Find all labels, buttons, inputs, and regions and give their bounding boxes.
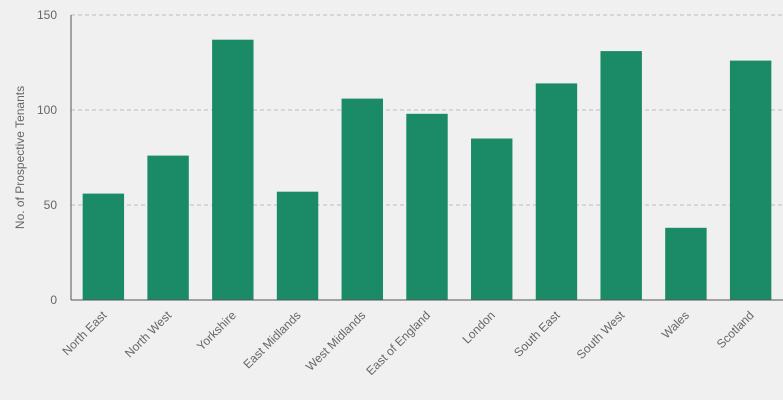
x-tick-label: West Midlands <box>303 308 368 373</box>
y-tick-label: 100 <box>37 103 57 117</box>
y-tick-label: 0 <box>50 293 57 307</box>
x-tick-label: London <box>460 308 498 346</box>
y-tick-labels: 0 50 100 150 <box>37 8 57 307</box>
x-tick-label: East of England <box>363 308 433 378</box>
y-tick-label: 150 <box>37 8 57 22</box>
x-tick-label: East Midlands <box>240 308 303 371</box>
axes <box>70 15 783 301</box>
x-tick-label: North East <box>59 308 109 358</box>
x-tick-label: South East <box>511 308 563 360</box>
bar-west-midlands <box>341 98 383 300</box>
bar-south-east <box>535 83 578 301</box>
x-tick-label: South West <box>574 308 628 362</box>
bar-wales <box>665 227 707 300</box>
bar-yorkshire <box>212 39 254 300</box>
x-tick-label: Wales <box>659 308 692 341</box>
bar-north-west <box>147 155 189 300</box>
bar-london <box>471 138 513 300</box>
x-tick-label: North West <box>122 308 175 361</box>
bar-scotland <box>729 60 772 300</box>
y-tick-label: 50 <box>44 198 58 212</box>
bar-south-west <box>600 51 642 300</box>
bar-east-of-england <box>406 113 448 300</box>
bar-north-east <box>82 193 125 300</box>
x-tick-label: Yorkshire <box>194 308 239 353</box>
x-tick-label: Scotland <box>714 308 757 351</box>
y-axis-title: No. of Prospective Tenants <box>13 86 27 229</box>
bars <box>82 39 772 301</box>
x-tick-labels: North East North West Yorkshire East Midlan… <box>59 308 756 378</box>
bar-east-midlands <box>276 191 319 300</box>
